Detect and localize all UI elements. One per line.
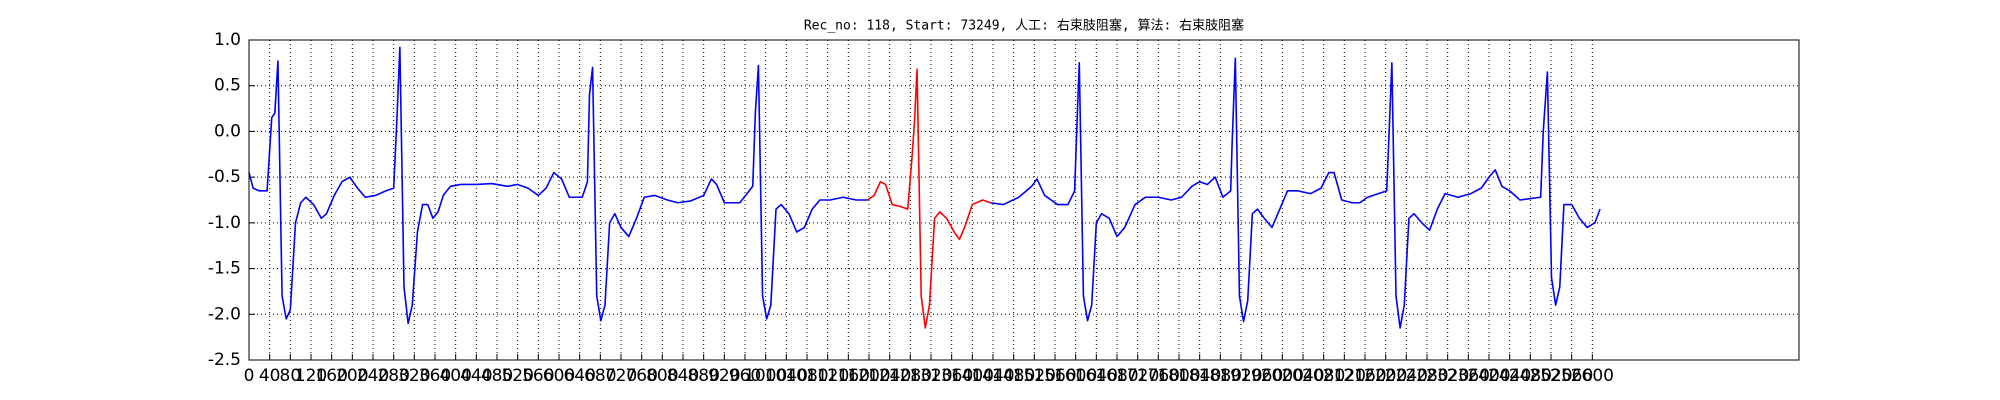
x-tick-label: 880 [687,366,719,386]
x-tick-label: 2280 [1405,366,1448,386]
x-tick-label: 400 [439,366,471,386]
y-tick-label: 0.0 [214,121,241,141]
x-tick-label: 1120 [806,366,849,386]
x-tick-label: 640 [563,366,595,386]
line-series [248,46,868,325]
x-tick-label: 1840 [1178,366,1221,386]
x-tick-label: 2600 [1571,366,1614,386]
x-tick-label: 2360 [1447,366,1490,386]
y-tick-label: 0.5 [214,76,241,96]
x-tick-label: 760 [625,366,657,386]
x-tick-label: 2200 [1364,366,1407,386]
x-tick-label: 1040 [765,366,808,386]
x-tick-label: 1920 [1219,366,1262,386]
x-tick-label: 2120 [1323,366,1366,386]
x-tick-label: 360 [419,366,451,386]
chart-title: Rec_no: 118, Start: 73249, 人工: 右束肢阻塞, 算法… [804,18,1244,34]
x-tick-label: 920 [708,366,740,386]
x-tick-label: 1880 [1199,366,1242,386]
plot-frame [248,39,1800,361]
x-tick-label: 2000 [1261,366,1304,386]
x-tick-label: 1240 [868,366,911,386]
x-tick-label: 1520 [1013,366,1056,386]
x-tick-label: 440 [460,366,492,386]
y-tick-label: -2.0 [208,304,241,324]
x-tick-label: 280 [377,366,409,386]
x-tick-label: 320 [398,366,430,386]
x-tick-label: 2160 [1343,366,1386,386]
x-tick-label: 120 [295,366,327,386]
x-tick-label: 2040 [1281,366,1324,386]
x-tick-label: 1600 [1054,366,1097,386]
line-series [990,57,1601,329]
x-tick-label: 1960 [1240,366,1283,386]
x-tick-label: 2080 [1302,366,1345,386]
x-tick-label: 1720 [1116,366,1159,386]
x-tick-label: 2400 [1467,366,1510,386]
x-tick-label: 520 [501,366,533,386]
x-tick-label: 1280 [889,366,932,386]
y-tick-label: -1.5 [208,259,241,279]
x-tick-label: 800 [646,366,678,386]
x-tick-label: 840 [667,366,699,386]
x-tick-label: 1640 [1075,366,1118,386]
x-tick-label: 1160 [827,366,870,386]
x-tick-label: 1760 [1137,366,1180,386]
y-tick-label: -0.5 [208,167,241,187]
x-tick-label: 1320 [909,366,952,386]
y-tick-label: 1.0 [214,30,241,50]
x-tick-label: 680 [584,366,616,386]
line-series [867,68,991,329]
x-tick-label: 2240 [1385,366,1428,386]
x-tick-label: 2560 [1550,366,1593,386]
x-tick-label: 1000 [744,366,787,386]
x-tick-label: 160 [315,366,347,386]
x-tick-label: 200 [336,366,368,386]
x-tick-label: 600 [543,366,575,386]
x-tick-label: 1480 [992,366,1035,386]
x-tick-label: 40 [259,366,281,386]
x-tick-label: 1440 [971,366,1014,386]
x-tick-label: 480 [481,366,513,386]
x-tick-label: 1560 [1033,366,1076,386]
x-tick-label: 1080 [785,366,828,386]
x-tick-label: 0 [244,366,255,386]
x-tick-label: 720 [605,366,637,386]
x-tick-label: 240 [357,366,389,386]
x-tick-label: 80 [280,366,302,386]
y-tick-label: -1.0 [208,213,241,233]
x-tick-label: 1200 [847,366,890,386]
x-tick-label: 1400 [951,366,994,386]
x-tick-label: 560 [522,366,554,386]
x-tick-label: 1360 [930,366,973,386]
x-tick-label: 1800 [1157,366,1200,386]
x-tick-label: 2440 [1488,366,1531,386]
x-tick-label: 1680 [1095,366,1138,386]
x-tick-label: 960 [729,366,761,386]
x-tick-label: 2480 [1509,366,1552,386]
y-tick-label: -2.5 [208,350,241,370]
x-tick-label: 2520 [1529,366,1572,386]
x-tick-label: 2320 [1426,366,1469,386]
